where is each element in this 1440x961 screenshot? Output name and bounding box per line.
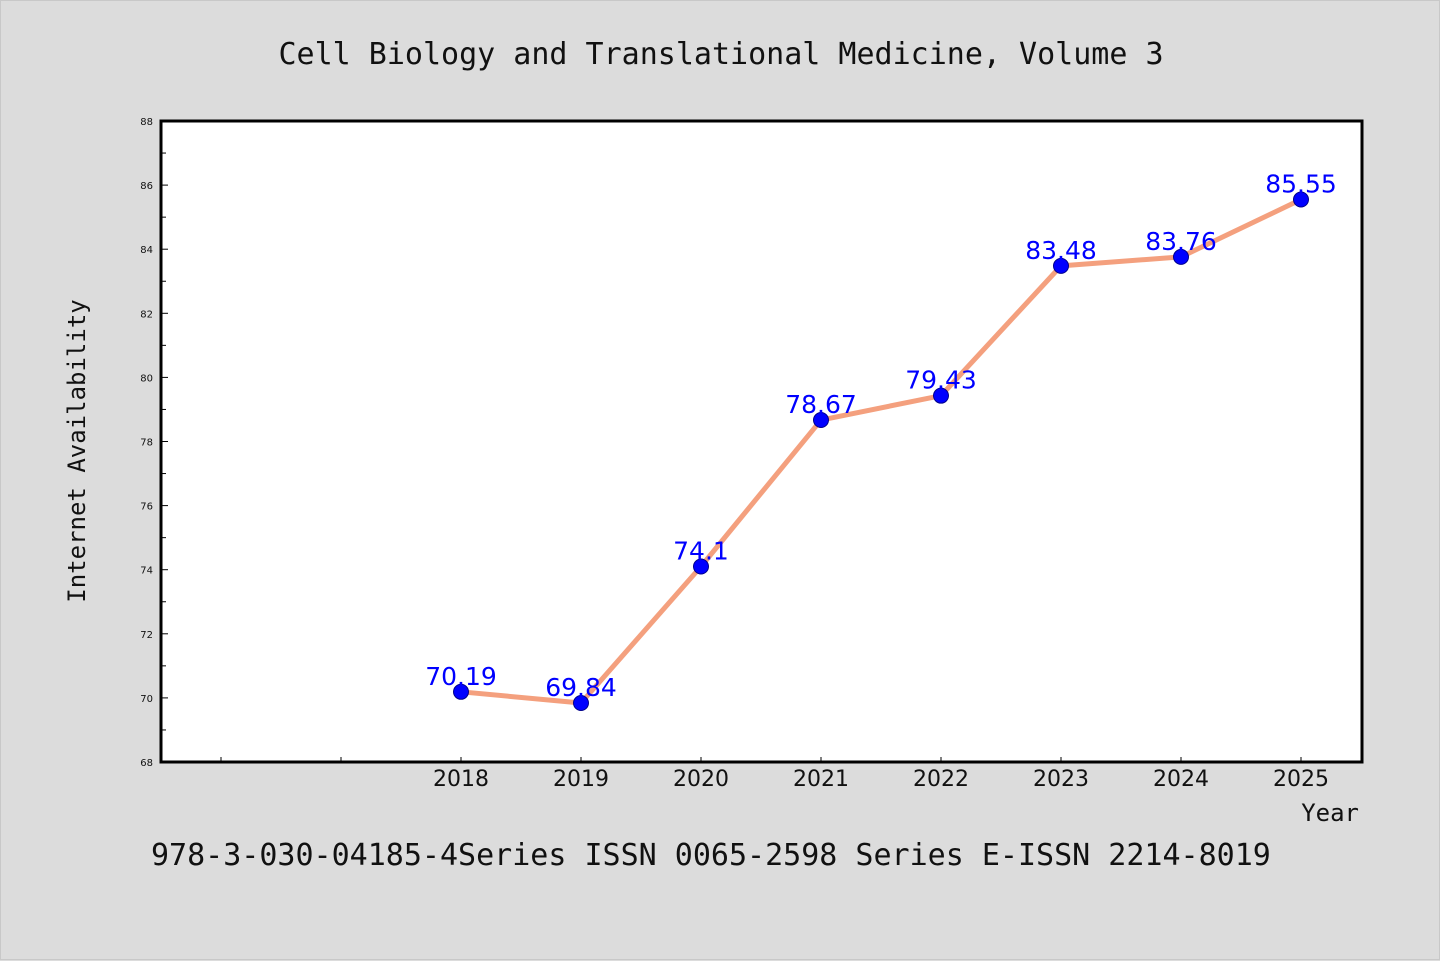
x-tick-label: 2023: [1033, 767, 1089, 792]
x-tick-label: 2018: [433, 767, 489, 792]
x-tick-label: 2020: [673, 767, 729, 792]
data-label: 78.67: [785, 390, 857, 419]
data-point: [1293, 191, 1309, 208]
y-tick-label: 78: [140, 438, 153, 449]
x-axis: 2018 2019 2020 2021 2022 2023 2024 2025: [220, 757, 1329, 792]
y-tick-label: 88: [140, 117, 153, 128]
data-point: [573, 695, 589, 712]
data-point: [1053, 257, 1069, 274]
y-tick-label: 84: [140, 245, 153, 256]
series-group: 70.19 69.84 74.1 78.67 79.43 83.48 83.76 85.55: [425, 170, 1337, 712]
y-tick-label: 76: [140, 502, 153, 513]
x-axis-label: Year: [1301, 799, 1359, 827]
x-tick-label: 2025: [1273, 767, 1329, 792]
y-tick-label: 82: [140, 309, 153, 320]
series-line: [460, 197, 1303, 706]
data-label: 79.43: [905, 366, 977, 395]
x-tick-label: 2022: [913, 767, 969, 792]
data-point: [813, 412, 829, 429]
data-label: 70.19: [425, 662, 497, 691]
y-axis: 68 70 72 74 76 78 80 82 84 86 88: [140, 117, 168, 769]
y-axis-label: Internet Availability: [63, 299, 91, 602]
data-label: 74.1: [673, 536, 729, 565]
y-tick-label: 68: [140, 758, 153, 769]
data-point: [1173, 248, 1189, 265]
data-point: [453, 683, 469, 700]
plot-area: [159, 119, 1364, 764]
y-tick-label: 80: [140, 373, 153, 384]
data-label: 85.55: [1265, 170, 1337, 199]
y-tick-label: 86: [140, 181, 153, 192]
data-point: [933, 387, 949, 404]
x-tick-label: 2019: [553, 767, 609, 792]
data-label: 83.76: [1145, 227, 1217, 256]
data-label: 83.48: [1025, 236, 1097, 265]
chart-title: Cell Biology and Translational Medicine,…: [278, 37, 1163, 72]
data-label: 69.84: [545, 673, 617, 702]
y-tick-label: 72: [140, 630, 153, 641]
x-tick-label: 2021: [793, 767, 849, 792]
y-tick-label: 74: [140, 566, 153, 577]
footer-isbn-text: 978-3-030-04185-4Series ISSN 0065-2598 S…: [151, 838, 1271, 873]
x-tick-label: 2024: [1153, 767, 1209, 792]
data-point: [693, 558, 709, 575]
y-tick-label: 70: [140, 694, 153, 705]
